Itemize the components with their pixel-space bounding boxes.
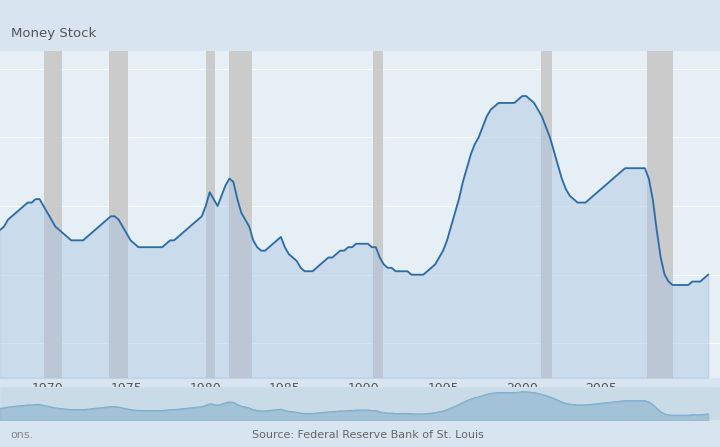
Bar bbox=[109, 51, 128, 378]
Bar bbox=[43, 51, 62, 378]
Bar bbox=[230, 51, 251, 378]
Bar bbox=[647, 51, 672, 378]
Text: ons.: ons. bbox=[11, 430, 34, 440]
Bar bbox=[206, 51, 215, 378]
Bar bbox=[541, 51, 552, 378]
Text: Money Stock: Money Stock bbox=[11, 27, 96, 40]
Text: Source: Federal Reserve Bank of St. Louis: Source: Federal Reserve Bank of St. Loui… bbox=[252, 430, 484, 440]
Bar bbox=[374, 51, 383, 378]
